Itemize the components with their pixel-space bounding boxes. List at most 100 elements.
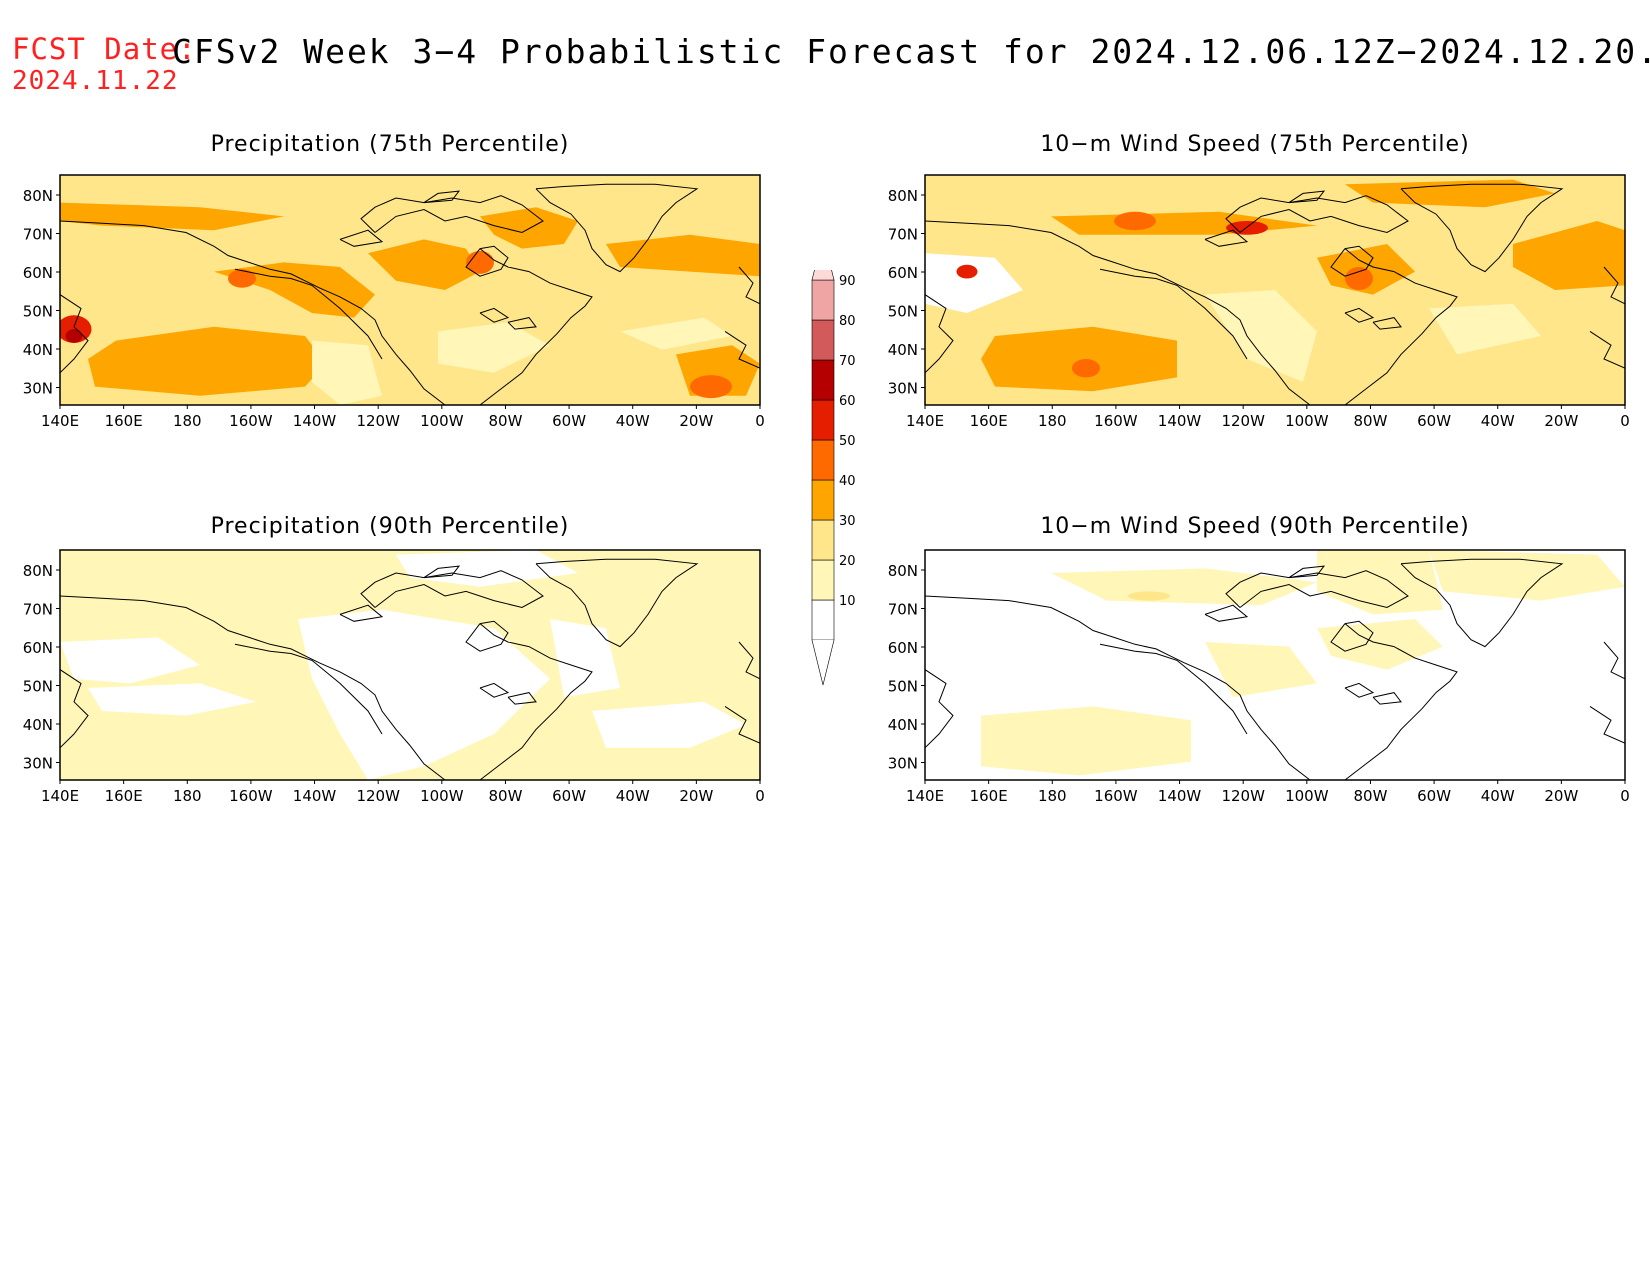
lon-tick-label: 160W xyxy=(1094,412,1138,430)
colorbar-level-label: 80 xyxy=(839,314,856,329)
coastline xyxy=(1330,245,1374,277)
probability-region xyxy=(620,317,732,350)
lat-tick-label: 80N xyxy=(23,187,53,205)
coastline xyxy=(423,565,461,579)
field-shading xyxy=(60,550,760,780)
probability-region xyxy=(1345,179,1555,208)
probability-maximum xyxy=(690,375,732,399)
lat-tick-label: 80N xyxy=(23,562,53,580)
lat-tick-label: 30N xyxy=(23,380,53,398)
lat-tick-label: 30N xyxy=(888,755,918,773)
lat-tick-label: 70N xyxy=(23,601,53,619)
coastline xyxy=(1400,558,1564,648)
lon-tick-label: 120W xyxy=(1221,787,1265,805)
coastline xyxy=(465,245,509,277)
lat-tick-label: 30N xyxy=(23,755,53,773)
colorbar-segment xyxy=(811,439,835,481)
coastline xyxy=(724,705,760,744)
lon-tick-label: 100W xyxy=(1285,787,1329,805)
lon-tick-label: 100W xyxy=(420,412,464,430)
colorbar-segment xyxy=(811,519,835,561)
coastline xyxy=(1183,287,1311,405)
coastline xyxy=(1344,248,1458,405)
probability-region xyxy=(1429,303,1541,355)
probability-region xyxy=(550,619,620,698)
probability-maximum xyxy=(1226,221,1268,235)
probability-maximum xyxy=(228,269,256,288)
lon-tick-label: 0 xyxy=(755,412,765,430)
lon-tick-label: 60W xyxy=(552,787,586,805)
lon-tick-label: 180 xyxy=(1038,412,1067,430)
lat-tick-label: 80N xyxy=(888,187,918,205)
map-precip-90th: 80N 70N 60N 50N 40N 30N 140E 160E 180 160W 140W 120… xyxy=(23,549,765,805)
lon-tick-label: 180 xyxy=(173,412,202,430)
map-wind-75th: 80N 70N 60N 50N 40N 30N 140E 160E 180 160W 140W 120… xyxy=(888,174,1630,430)
lat-tick-label: 70N xyxy=(23,226,53,244)
lon-tick-label: 160W xyxy=(229,412,273,430)
lon-tick-label: 160E xyxy=(105,412,143,430)
probability-region xyxy=(60,637,200,684)
lon-tick-label: 0 xyxy=(755,787,765,805)
probability-region xyxy=(606,234,760,277)
colorbar-bottom-arrow xyxy=(811,639,835,686)
colorbar-segment xyxy=(811,399,835,441)
lon-tick-label: 100W xyxy=(1285,412,1329,430)
lon-tick-label: 80W xyxy=(1353,787,1387,805)
lat-tick-label: 60N xyxy=(888,639,918,657)
coastline xyxy=(925,669,954,749)
lat-tick-label: 40N xyxy=(23,341,53,359)
colorbar-segment xyxy=(811,359,835,401)
probability-region xyxy=(1317,550,1443,615)
lon-tick-label: 40W xyxy=(616,412,650,430)
lon-tick-label: 60W xyxy=(1417,787,1451,805)
coastline xyxy=(339,604,384,622)
lat-tick-label: 40N xyxy=(888,716,918,734)
colorbar-top-arrow xyxy=(811,270,835,281)
coastline xyxy=(234,643,383,735)
probability-region xyxy=(60,202,284,231)
panel-title-precip-75: Precipitation (75th Percentile) xyxy=(210,132,570,157)
coastline xyxy=(535,183,699,273)
coastline xyxy=(1344,307,1375,323)
coastlines xyxy=(925,183,1625,405)
probability-region xyxy=(480,207,578,249)
coastline xyxy=(60,294,89,374)
probability-region xyxy=(438,322,550,373)
probability-maximum xyxy=(956,264,978,279)
lon-tick-label: 140W xyxy=(1158,412,1202,430)
field-shading xyxy=(925,175,1625,405)
lat-tick-label: 80N xyxy=(888,562,918,580)
colorbar-level-label: 20 xyxy=(839,554,856,569)
lat-tick-label: 60N xyxy=(23,264,53,282)
coastline xyxy=(925,220,1185,289)
coastline xyxy=(1099,268,1248,360)
colorbar-level-label: 10 xyxy=(839,594,856,609)
lon-tick-label: 40W xyxy=(1481,787,1515,805)
map-frame xyxy=(59,174,761,406)
coastline xyxy=(465,620,509,652)
coastline xyxy=(1344,623,1458,780)
probability-region xyxy=(1205,290,1317,382)
lon-tick-label: 140E xyxy=(41,412,79,430)
map-frame xyxy=(59,549,761,781)
lon-tick-label: 20W xyxy=(1544,787,1578,805)
colorbar-segment xyxy=(811,479,835,521)
lon-tick-label: 180 xyxy=(1038,787,1067,805)
colorbar-level-label: 90 xyxy=(839,274,856,289)
coastline xyxy=(1204,229,1249,247)
colorbar: 10 20 30 40 50 60 70 80 90 xyxy=(811,270,856,686)
probability-region xyxy=(592,701,746,748)
lon-tick-label: 140W xyxy=(293,412,337,430)
coastline xyxy=(925,595,1185,664)
lat-tick-label: 50N xyxy=(23,678,53,696)
lon-tick-label: 140W xyxy=(293,787,337,805)
probability-region xyxy=(88,683,256,716)
coastlines xyxy=(60,558,760,780)
lon-tick-label: 20W xyxy=(679,412,713,430)
lon-tick-label: 20W xyxy=(1544,412,1578,430)
figure-title: CFSv2 Week 3−4 Probabilistic Forecast fo… xyxy=(172,32,1650,71)
lon-tick-label: 40W xyxy=(616,787,650,805)
lon-tick-label: 160E xyxy=(970,787,1008,805)
lon-tick-label: 160E xyxy=(105,787,143,805)
probability-region xyxy=(368,239,480,290)
